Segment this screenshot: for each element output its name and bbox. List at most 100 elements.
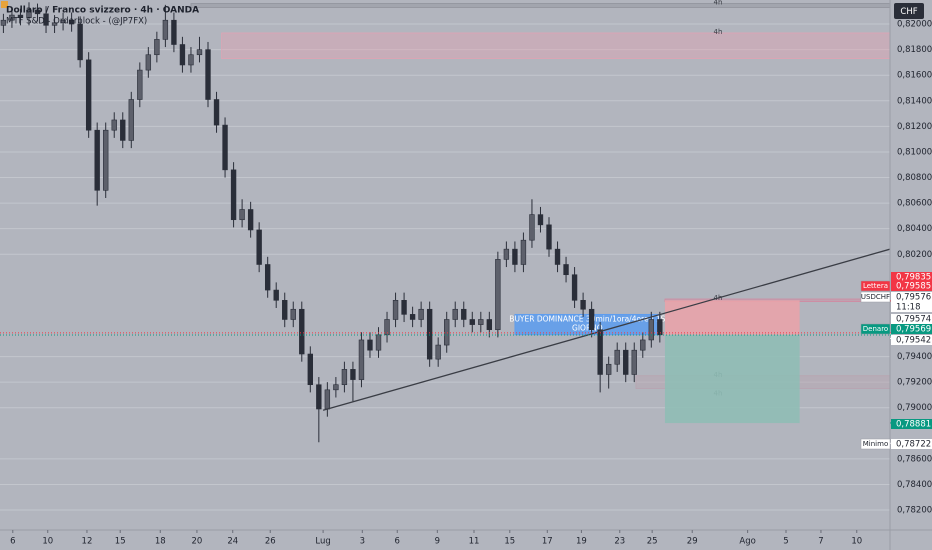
candle-body [529,214,535,241]
zone-label: 4h [714,0,723,7]
candle-body [350,369,356,380]
candle-body [435,344,441,360]
y-tick-label: 0,80800 [897,173,932,183]
zone-label: 4h [714,28,723,36]
candle-body [230,169,237,221]
x-tick-label: 18 [155,537,166,547]
candle-body [128,99,134,141]
currency[interactable]: CHF [900,7,917,17]
candle-body [290,308,296,320]
candle-body [213,99,220,126]
candle-body [486,319,493,331]
candle-body [452,308,458,320]
price-tag-box [860,280,891,292]
candle-body [418,308,424,320]
y-tick-label: 0,81800 [897,45,932,55]
candle-body [563,264,569,276]
zone [190,3,891,8]
candle-body [273,289,279,301]
candle-body [34,9,41,15]
price-tag: Denaro [863,325,888,333]
candle-body [580,299,586,310]
trendline [322,248,891,411]
y-tick-label: 0,79200 [897,378,932,388]
candle-body [478,319,484,325]
candle-body [426,308,433,360]
candle-body [358,339,365,380]
candle-body [367,339,373,351]
candle-body [307,353,313,386]
candle-body [546,224,552,250]
x-tick-label: 3 [360,537,365,547]
candle-body [333,384,339,391]
price-tag: Lettera [863,282,888,290]
x-tick-label: 6 [10,537,15,547]
x-tick-label: 15 [504,537,515,547]
price-label-box [891,419,932,429]
price-tag-box [860,291,891,303]
candle-body [512,248,518,265]
zones: 4h4h4h4h4hBUYER DOMINANCE 30min/1ora/4or… [190,0,891,424]
candle-body [631,349,637,375]
overlays [0,248,891,411]
candles [0,2,663,443]
currency-box[interactable] [894,3,924,19]
candle-body [469,319,475,325]
candle-body [324,389,331,410]
candle-body [341,369,348,386]
candle-body [239,209,245,221]
candle-body [60,19,66,24]
x-tick-label: 9 [435,537,440,547]
candle-body [503,248,510,260]
position-stop [664,300,800,335]
candle-body [588,308,595,331]
candle-body [605,363,612,375]
y-tick-label: 0,79000 [897,403,932,413]
candle-body [299,308,305,355]
price-tag: Minimo [863,440,888,448]
price-label-box [891,335,932,345]
x-tick-label: Ago [739,537,755,547]
indicator-name: MTF S&D - Orderblock - (@JP7FX) [6,17,147,27]
candle-body [137,69,143,100]
y-tick-label: 0,79400 [897,352,932,362]
price-label: 0,79576 [896,293,931,303]
candle-body [571,274,578,301]
candle-body [0,19,7,26]
x-tick-label: 20 [192,537,203,547]
x-tick-label: 5 [783,537,788,547]
candle-body [103,129,109,191]
x-tick-label: 23 [614,537,625,547]
price-tag: USDCHF [861,293,890,301]
x-tick-label: 25 [647,537,658,547]
price-label: 0,79585 [896,282,931,292]
price-sub-box [891,302,932,312]
candle-body [188,54,194,66]
axes: 0,82000 0,81800 0,81600 0,81400 0,81200 0,810… [10,20,932,547]
zone-label: GIORNO [572,323,603,332]
candle-body [495,259,501,331]
candle-body [392,299,399,320]
y-tick-label: 0,78600 [897,454,932,464]
x-tick-label: 12 [82,537,93,547]
candle-body [179,44,186,66]
y-tick-label: 0,81000 [897,147,932,157]
candle-body [145,54,152,71]
y-tick-label: 0,80400 [897,224,932,234]
candle-body [537,214,544,226]
candle-body [657,319,663,336]
candle-body [256,229,262,265]
candle-body [171,19,177,45]
candle-body [85,59,92,131]
candle-body [264,264,271,291]
x-tick-label: 7 [818,537,823,547]
x-tick-label: 26 [265,537,276,547]
position-target [664,334,800,424]
candle-body [444,319,450,346]
price-tag-box [860,323,891,335]
x-tick-label: 15 [115,537,126,547]
candle-body [316,384,322,410]
candle-body [614,349,620,365]
